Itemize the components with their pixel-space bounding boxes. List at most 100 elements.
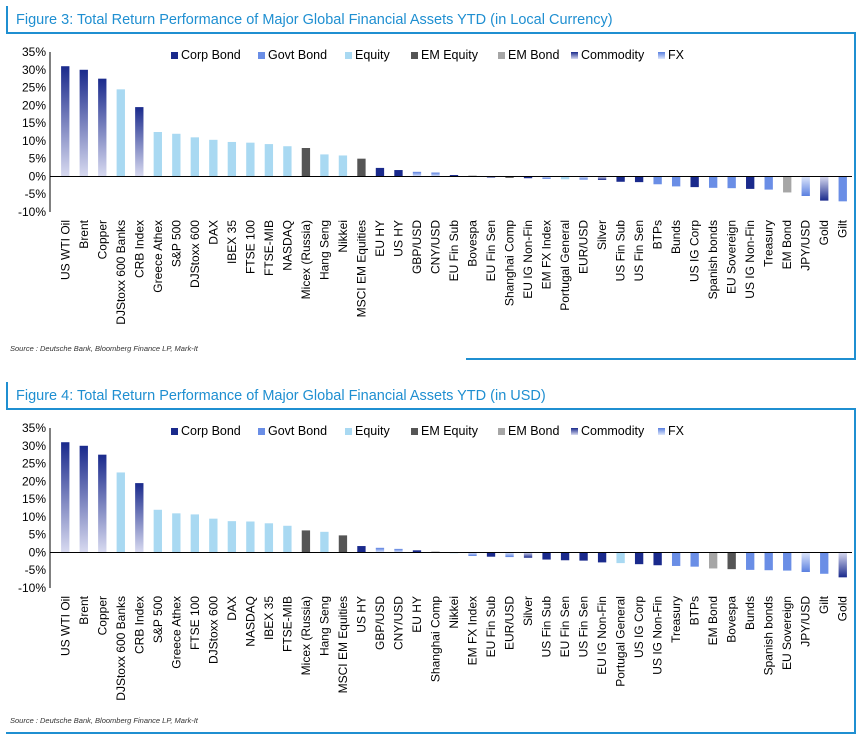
bar-brent [79,445,88,553]
x-tick-label: EM FX Index [466,596,480,665]
figure-4-title: Figure 4: Total Return Performance of Ma… [6,382,856,410]
figure-4-panel: Figure 4: Total Return Performance of Ma… [6,382,856,734]
x-tick-label: EM FX Index [540,220,554,289]
bar-em-fx-index [542,176,551,179]
x-tick-label: DJStoxx 600 [206,596,220,664]
bar-eu-fin-sen [560,552,570,561]
bar-em-bond [708,552,718,569]
bar-cny-usd [431,172,440,177]
x-tick-label: CRB Index [132,596,146,654]
figure-4-chart: 35% 30% 25% 20% 15% 10% 5% 0% -5% -10% US WTI Oil B… [18,421,852,701]
x-tick-label: EU HY [410,596,424,633]
x-tick-label: DJStoxx 600 Banks [114,220,128,325]
x-tick-label: EU Fin Sen [558,596,572,657]
bar-em-fx-index [468,552,477,556]
x-tick-label: Portugal General [614,596,628,687]
y-tick-label: -10% [18,205,46,219]
bar-msci-em-equities [338,535,348,553]
bar-hang-seng [320,154,329,177]
x-tick-label: Micex (Russia) [299,596,313,675]
bar-micex-russia [301,148,311,177]
x-tick-label: EU HY [373,220,387,257]
bar-us-wti-oil [61,66,70,177]
legend-label-em-bond: EM Bond [508,424,559,438]
x-tick-label: EU Fin Sub [447,220,461,282]
bar-gilt [820,552,829,574]
bar-djstoxx-600 [209,518,218,553]
legend-label-govt-bond: Govt Bond [268,48,327,62]
y-tick-label: 20% [22,98,46,112]
x-tick-label: FTSE-MIB [280,596,294,652]
y-tick-label: 20% [22,474,46,488]
y-tick-label: -10% [18,581,46,595]
x-tick-label: EU IG Non-Fin [595,596,609,675]
figure-3-frame-right [854,32,856,360]
x-tick-label: Spanish bonds [706,220,720,299]
x-tick-label: Brent [77,219,91,248]
legend-swatch-corp-bond [171,428,178,435]
legend-swatch-govt-bond [258,428,265,435]
x-tick-label: Portugal General [558,220,572,311]
bar-us-hy [357,546,366,553]
bar-us-wti-oil [61,442,70,553]
x-tick-label: US IG Corp [632,596,646,658]
bar-us-ig-non-fin [746,176,755,189]
x-tick-label: DAX [225,596,239,621]
legend: Corp Bond Govt Bond Equity EM Equity EM Bond… [171,48,685,62]
x-tick-label: Shanghai Comp [428,596,442,682]
x-tick-label: MSCI EM Equities [354,220,368,317]
legend-swatch-equity [345,428,352,435]
y-tick-label: 15% [22,492,46,506]
bar-crb-index [135,483,144,553]
bar-greece-athex [172,513,181,553]
x-tick-label: S&P 500 [169,220,183,267]
figure-3-frame-bottom [466,358,856,360]
bar-gbp-usd [375,547,385,553]
x-tick-label: Treasury [669,596,683,643]
bar-em-bond [783,176,792,193]
figure-4-source: Source : Deutsche Bank, Bloomberg Financ… [10,716,198,725]
bar-msci-em-equities [357,158,366,177]
y-tick-label: 30% [22,63,46,77]
x-tick-label: EU Fin Sen [484,220,498,281]
legend-label-em-equity: EM Equity [421,48,479,62]
x-tick-label: EU IG Non-Fin [521,220,535,299]
legend-swatch-govt-bond [258,52,265,59]
bar-djstoxx-600-banks [116,89,125,177]
y-tick-label: -5% [25,563,47,577]
bar-dax [227,521,237,553]
bar-djstoxx-600-banks [116,472,125,553]
figure-3-source: Source : Deutsche Bank, Bloomberg Financ… [10,344,198,353]
x-tick-label: Nikkei [447,596,461,629]
x-tick-label: BTPs [688,596,702,625]
x-tick-label: US Fin Sen [577,596,591,657]
y-tick-label: 10% [22,134,46,148]
bar-brent [79,69,88,177]
bar-nikkei [338,155,348,177]
bar-jpy-usd [801,176,810,196]
bar-eur-usd [579,176,588,180]
y-tick-label: 5% [29,152,47,166]
x-tick-label: EUR/USD [503,596,517,650]
bar-gilt [838,176,847,202]
x-tick-label: Greece Athex [151,220,165,293]
legend-label-equity: Equity [355,48,390,62]
bar-shanghai-comp [505,176,514,178]
x-tick-label: FTSE 100 [188,596,202,650]
bar-spanish-bonds [708,176,718,188]
bar-nasdaq [246,521,255,553]
x-tick-label: CNY/USD [428,220,442,274]
x-tick-label: EUR/USD [577,220,591,274]
x-tick-label: Silver [521,596,535,626]
x-tick-label: Spanish bonds [762,596,776,675]
bar-us-hy [394,170,403,177]
legend-swatch-fx [658,428,665,435]
legend-label-fx: FX [668,48,685,62]
x-tick-label: EM Bond [780,220,794,269]
bar-silver [523,552,533,558]
legend-swatch-em-bond [498,52,505,59]
x-tick-label: Bovespa [466,220,480,267]
legend-label-corp-bond: Corp Bond [181,424,241,438]
legend-swatch-commodity [571,428,578,435]
legend-swatch-corp-bond [171,52,178,59]
